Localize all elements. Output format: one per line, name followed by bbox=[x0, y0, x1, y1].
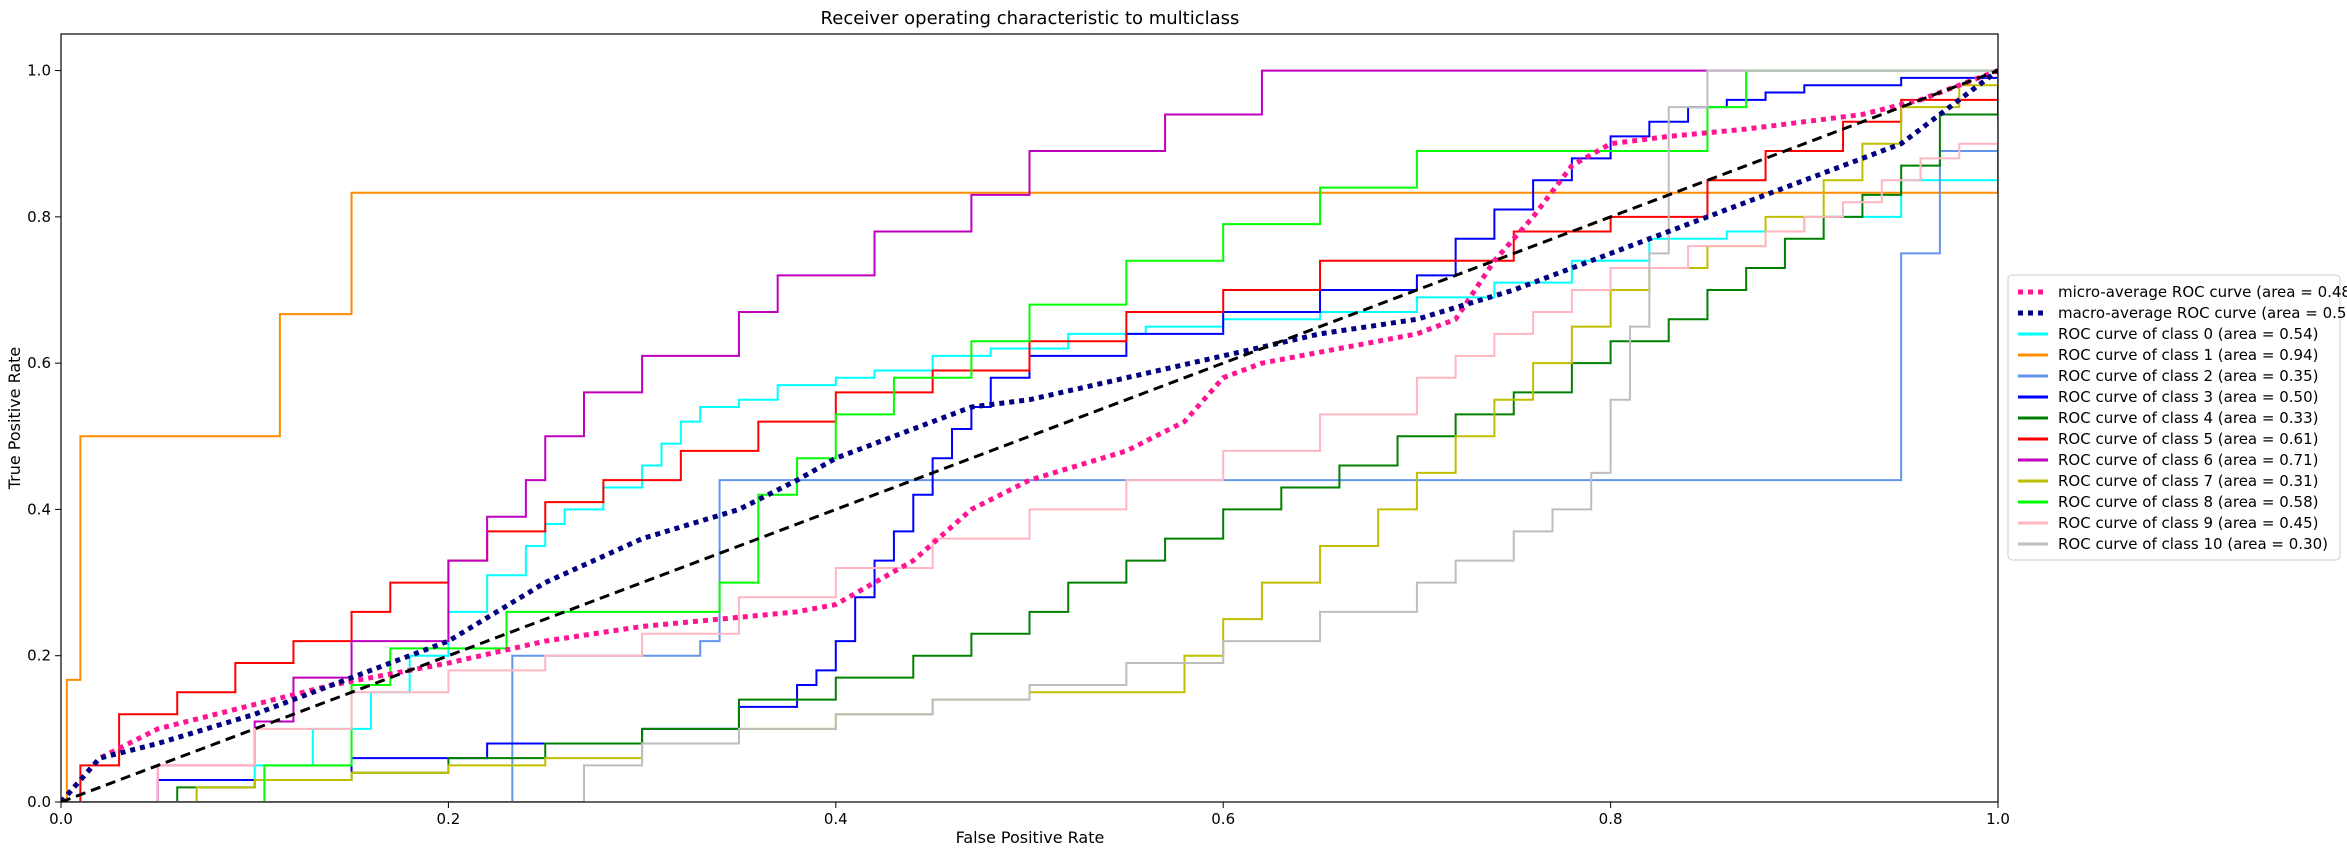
legend-label: macro-average ROC curve (area = 0.51) bbox=[2058, 304, 2347, 322]
legend-label: ROC curve of class 9 (area = 0.45) bbox=[2058, 514, 2318, 532]
series-line-4 bbox=[61, 150, 1998, 802]
y-tick-label: 0.6 bbox=[27, 354, 51, 372]
series-line-9 bbox=[61, 70, 1998, 802]
legend-label: micro-average ROC curve (area = 0.48) bbox=[2058, 283, 2347, 301]
legend: micro-average ROC curve (area = 0.48) mac… bbox=[2007, 274, 2347, 561]
legend-label: ROC curve of class 3 (area = 0.50) bbox=[2058, 388, 2318, 406]
legend-label: ROC curve of class 8 (area = 0.58) bbox=[2058, 493, 2318, 511]
legend-label: ROC curve of class 2 (area = 0.35) bbox=[2058, 367, 2318, 385]
series-line-12 bbox=[61, 69, 1998, 802]
series-line-8 bbox=[61, 69, 1998, 802]
x-tick-label: 0.8 bbox=[1599, 810, 1623, 828]
series-line-1 bbox=[61, 68, 1998, 802]
chart-title: Receiver operating characteristic to mul… bbox=[821, 8, 1240, 29]
x-tick-label: 0.2 bbox=[436, 810, 460, 828]
y-tick-label: 0.8 bbox=[27, 208, 51, 226]
x-tick-label: 0.4 bbox=[824, 810, 848, 828]
legend-label: ROC curve of class 6 (area = 0.71) bbox=[2058, 451, 2318, 469]
series-line-11 bbox=[61, 121, 1998, 802]
x-tick-label: 0.0 bbox=[49, 810, 73, 828]
legend-label: ROC curve of class 4 (area = 0.33) bbox=[2058, 409, 2318, 427]
series-line-6 bbox=[61, 70, 1998, 802]
y-tick-label: 0.2 bbox=[27, 647, 51, 665]
legend-label: ROC curve of class 10 (area = 0.30) bbox=[2058, 535, 2328, 553]
y-tick-label: 0.4 bbox=[27, 500, 51, 518]
y-tick-label: 0.0 bbox=[27, 793, 51, 811]
y-tick-label: 1.0 bbox=[27, 62, 51, 80]
reference-diagonal-line bbox=[61, 69, 1998, 802]
x-axis: 0.0 0.2 0.4 0.6 0.8 1.0 bbox=[49, 802, 2010, 828]
x-tick-label: 0.6 bbox=[1211, 810, 1235, 828]
legend-label: ROC curve of class 5 (area = 0.61) bbox=[2058, 430, 2318, 448]
series-line-3 bbox=[61, 70, 1998, 802]
legend-box bbox=[2007, 274, 2341, 561]
series-line-0 bbox=[61, 68, 1998, 802]
series-line-7 bbox=[61, 70, 1998, 802]
legend-label: ROC curve of class 0 (area = 0.54) bbox=[2058, 325, 2318, 343]
legend-label: ROC curve of class 7 (area = 0.31) bbox=[2058, 472, 2318, 490]
y-axis: 0.0 0.2 0.4 0.6 0.8 1.0 bbox=[27, 62, 61, 811]
y-axis-label: True Positive Rate bbox=[5, 347, 24, 491]
x-axis-label: False Positive Rate bbox=[956, 828, 1105, 847]
plot-frame bbox=[60, 33, 1999, 803]
series-line-10 bbox=[61, 69, 1998, 802]
series-line-2 bbox=[61, 70, 1998, 802]
legend-label: ROC curve of class 1 (area = 0.94) bbox=[2058, 346, 2318, 364]
x-tick-label: 1.0 bbox=[1986, 810, 2010, 828]
